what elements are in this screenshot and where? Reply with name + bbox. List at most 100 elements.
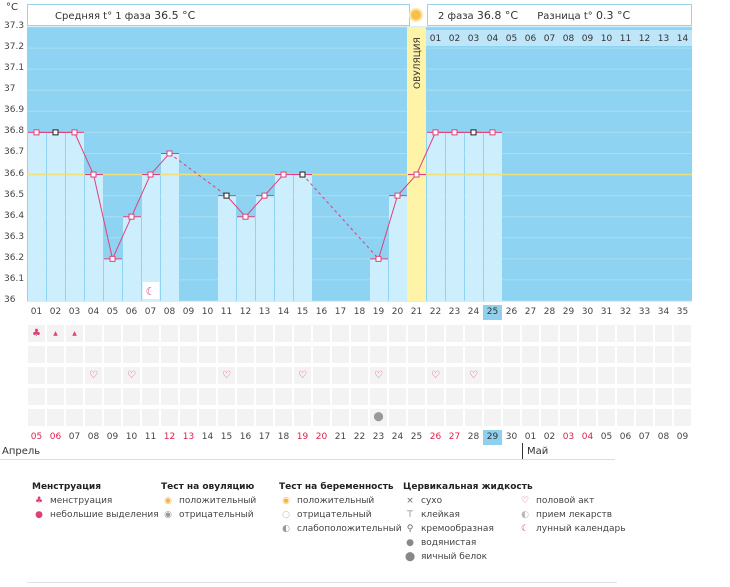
symbol-cell[interactable] xyxy=(427,325,444,342)
cycle-day[interactable]: 34 xyxy=(657,307,670,317)
symbol-cell[interactable] xyxy=(636,409,653,426)
symbol-cell[interactable] xyxy=(636,346,653,363)
symbol-cell[interactable] xyxy=(617,346,634,363)
symbol-cell[interactable] xyxy=(313,346,330,363)
symbol-cell[interactable] xyxy=(256,388,273,405)
date-cell[interactable]: 23 xyxy=(372,432,385,442)
symbol-cell[interactable] xyxy=(313,388,330,405)
symbol-cell[interactable] xyxy=(503,367,520,384)
symbol-cell[interactable] xyxy=(237,346,254,363)
date-cell[interactable]: 25 xyxy=(410,432,423,442)
symbol-cell[interactable] xyxy=(180,325,197,342)
date-cell[interactable]: 29 xyxy=(483,430,502,445)
symbol-cell[interactable] xyxy=(256,367,273,384)
symbol-cell[interactable] xyxy=(85,346,102,363)
date-cell[interactable]: 10 xyxy=(125,432,138,442)
symbol-cell[interactable] xyxy=(313,409,330,426)
symbol-cell[interactable] xyxy=(47,409,64,426)
symbol-cell[interactable] xyxy=(123,367,140,384)
symbol-cell[interactable] xyxy=(484,388,501,405)
symbol-cell[interactable] xyxy=(351,367,368,384)
symbol-cell[interactable] xyxy=(275,409,292,426)
symbol-cell[interactable] xyxy=(579,325,596,342)
cycle-day[interactable]: 35 xyxy=(676,307,689,317)
symbol-cell[interactable] xyxy=(389,388,406,405)
symbol-cell[interactable] xyxy=(218,409,235,426)
symbol-cell[interactable] xyxy=(237,325,254,342)
symbol-cell[interactable] xyxy=(617,409,634,426)
symbol-cell[interactable] xyxy=(541,409,558,426)
cycle-day[interactable]: 21 xyxy=(410,307,423,317)
cycle-day[interactable]: 24 xyxy=(467,307,480,317)
symbol-cell[interactable] xyxy=(142,325,159,342)
symbol-cell[interactable] xyxy=(541,388,558,405)
symbol-cell[interactable] xyxy=(446,367,463,384)
cycle-day[interactable]: 23 xyxy=(448,307,461,317)
symbol-cell[interactable] xyxy=(161,409,178,426)
symbol-cell[interactable] xyxy=(161,388,178,405)
date-cell[interactable]: 14 xyxy=(201,432,214,442)
symbol-cell[interactable] xyxy=(123,325,140,342)
cycle-day[interactable]: 22 xyxy=(429,307,442,317)
symbol-cell[interactable] xyxy=(104,325,121,342)
symbol-cell[interactable] xyxy=(199,367,216,384)
symbol-cell[interactable] xyxy=(579,346,596,363)
symbol-cell[interactable] xyxy=(598,325,615,342)
symbol-cell[interactable] xyxy=(655,346,672,363)
symbol-cell[interactable] xyxy=(389,367,406,384)
symbol-cell[interactable] xyxy=(142,367,159,384)
date-cell[interactable]: 06 xyxy=(619,432,632,442)
symbol-cell[interactable] xyxy=(275,367,292,384)
symbol-cell[interactable] xyxy=(142,346,159,363)
date-cell[interactable]: 01 xyxy=(524,432,537,442)
date-cell[interactable]: 15 xyxy=(220,432,233,442)
symbol-cell[interactable] xyxy=(674,325,691,342)
symbol-cell[interactable] xyxy=(560,367,577,384)
symbol-cell[interactable] xyxy=(465,388,482,405)
cycle-day[interactable]: 30 xyxy=(581,307,594,317)
date-cell[interactable]: 20 xyxy=(315,432,328,442)
cycle-day[interactable]: 06 xyxy=(125,307,138,317)
symbol-cell[interactable] xyxy=(161,325,178,342)
symbol-cell[interactable] xyxy=(237,409,254,426)
symbol-cell[interactable] xyxy=(579,388,596,405)
date-cell[interactable]: 28 xyxy=(467,432,480,442)
cycle-day[interactable]: 02 xyxy=(49,307,62,317)
date-cell[interactable]: 16 xyxy=(239,432,252,442)
symbol-cell[interactable] xyxy=(370,388,387,405)
symbol-cell[interactable] xyxy=(199,388,216,405)
symbol-cell[interactable] xyxy=(66,325,83,342)
symbol-cell[interactable] xyxy=(142,388,159,405)
date-cell[interactable]: 03 xyxy=(562,432,575,442)
symbol-cell[interactable] xyxy=(427,367,444,384)
symbol-cell[interactable] xyxy=(351,409,368,426)
cycle-day[interactable]: 13 xyxy=(258,307,271,317)
date-cell[interactable]: 02 xyxy=(543,432,556,442)
symbol-cell[interactable] xyxy=(617,325,634,342)
symbol-cell[interactable] xyxy=(275,346,292,363)
symbol-cell[interactable] xyxy=(256,325,273,342)
symbol-cell[interactable] xyxy=(560,346,577,363)
symbol-cell[interactable] xyxy=(104,367,121,384)
symbol-cell[interactable] xyxy=(332,367,349,384)
symbol-cell[interactable] xyxy=(104,346,121,363)
symbol-cell[interactable] xyxy=(256,346,273,363)
date-cell[interactable]: 09 xyxy=(106,432,119,442)
cycle-day[interactable]: 29 xyxy=(562,307,575,317)
date-cell[interactable]: 09 xyxy=(676,432,689,442)
symbol-cell[interactable] xyxy=(142,409,159,426)
symbol-cell[interactable] xyxy=(541,367,558,384)
symbol-cell[interactable] xyxy=(636,367,653,384)
date-cell[interactable]: 22 xyxy=(353,432,366,442)
symbol-cell[interactable] xyxy=(541,325,558,342)
cycle-day[interactable]: 11 xyxy=(220,307,233,317)
symbol-cell[interactable] xyxy=(598,409,615,426)
symbol-cell[interactable] xyxy=(85,367,102,384)
symbol-cell[interactable] xyxy=(161,367,178,384)
symbol-cell[interactable] xyxy=(180,367,197,384)
cycle-day[interactable]: 26 xyxy=(505,307,518,317)
symbol-cell[interactable] xyxy=(655,409,672,426)
symbol-cell[interactable] xyxy=(332,346,349,363)
date-cell[interactable]: 21 xyxy=(334,432,347,442)
symbol-cell[interactable] xyxy=(66,367,83,384)
